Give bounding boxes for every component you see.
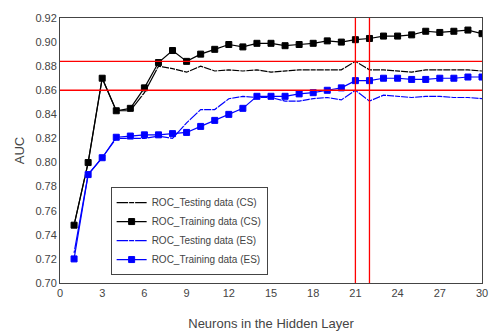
svg-text:15: 15: [265, 287, 277, 299]
svg-text:0.86: 0.86: [35, 84, 56, 96]
svg-text:9: 9: [184, 287, 190, 299]
svg-text:24: 24: [391, 287, 403, 299]
svg-text:18: 18: [307, 287, 319, 299]
svg-text:21: 21: [349, 287, 361, 299]
svg-text:0.80: 0.80: [35, 156, 56, 168]
svg-text:Neurons in the Hidden Layer: Neurons in the Hidden Layer: [188, 316, 354, 331]
svg-text:6: 6: [141, 287, 147, 299]
svg-text:0.70: 0.70: [35, 277, 56, 289]
svg-text:ROC_Training data (CS): ROC_Training data (CS): [152, 216, 261, 227]
svg-text:AUC: AUC: [12, 137, 27, 164]
svg-text:ROC_Training data (ES): ROC_Training data (ES): [152, 254, 261, 265]
svg-text:12: 12: [223, 287, 235, 299]
svg-text:0.84: 0.84: [35, 108, 56, 120]
svg-text:0.88: 0.88: [35, 60, 56, 72]
svg-text:30: 30: [476, 287, 488, 299]
svg-text:3: 3: [99, 287, 105, 299]
svg-text:0.92: 0.92: [35, 12, 56, 24]
svg-text:0: 0: [57, 287, 63, 299]
svg-text:0.82: 0.82: [35, 132, 56, 144]
svg-text:0.74: 0.74: [35, 229, 56, 241]
svg-text:ROC_Testing data (CS): ROC_Testing data (CS): [152, 197, 257, 208]
svg-text:27: 27: [434, 287, 446, 299]
svg-text:0.78: 0.78: [35, 180, 56, 192]
svg-text:0.76: 0.76: [35, 205, 56, 217]
svg-text:ROC_Testing data (ES): ROC_Testing data (ES): [152, 235, 257, 246]
svg-text:0.90: 0.90: [35, 36, 56, 48]
svg-text:0.72: 0.72: [35, 253, 56, 265]
